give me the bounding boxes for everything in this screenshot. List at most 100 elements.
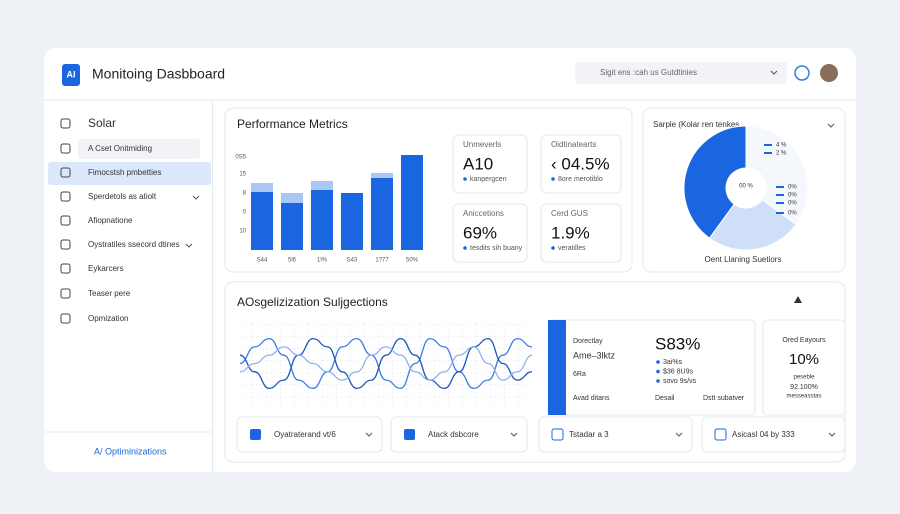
metric-card bbox=[452, 134, 528, 194]
card-title: Sarple (Kolar ren tenkes bbox=[653, 120, 739, 129]
chevron bbox=[510, 432, 518, 437]
bar bbox=[251, 183, 273, 192]
stat-bullet: $36 8U9s bbox=[663, 368, 693, 375]
bullet bbox=[656, 369, 660, 374]
chevron[interactable] bbox=[827, 123, 835, 128]
chevron bbox=[192, 195, 200, 200]
button[interactable] bbox=[390, 416, 528, 453]
legend-swatch bbox=[776, 212, 784, 214]
stat-sub: peseble bbox=[793, 375, 815, 381]
y-tick-label: 0S5 bbox=[235, 155, 246, 161]
sidebar-item[interactable]: Oystratiles ssecord dtines bbox=[88, 240, 180, 249]
metric-value: 1.9% bbox=[551, 223, 590, 242]
sidebar-item[interactable]: Afiopnatione bbox=[88, 216, 133, 225]
sidebar-icon bbox=[60, 143, 71, 154]
pie-center: 00 % bbox=[739, 184, 753, 190]
stat-link[interactable]: Dstt subatver bbox=[703, 395, 745, 402]
sidebar-icon bbox=[60, 167, 71, 178]
bullet bbox=[656, 360, 660, 364]
legend-swatch bbox=[776, 186, 784, 188]
legend-label: 0% bbox=[788, 193, 797, 199]
metric-card bbox=[540, 134, 622, 194]
stat-label: Ored Eayours bbox=[782, 337, 826, 344]
y-tick-label: 8 bbox=[243, 191, 247, 197]
stat-value: 10% bbox=[789, 351, 819, 368]
button-text: Tstadar a 3 bbox=[569, 430, 609, 439]
pie-slice bbox=[683, 125, 747, 239]
legend-label: 2 % bbox=[776, 151, 787, 157]
metric-value: 69% bbox=[463, 223, 497, 242]
sidebar-active bbox=[48, 162, 211, 185]
x-tick-label: 1l% bbox=[317, 258, 328, 264]
legend-swatch bbox=[764, 152, 772, 154]
sidebar-icon bbox=[60, 263, 71, 274]
legend-label: 0% bbox=[788, 201, 797, 207]
legend-label: 0% bbox=[788, 185, 797, 191]
button[interactable] bbox=[236, 416, 383, 453]
icon[interactable] bbox=[794, 296, 802, 303]
button-text: Oyatraterand vt/6 bbox=[274, 430, 336, 439]
legend-swatch bbox=[764, 144, 772, 146]
bullet bbox=[551, 246, 555, 250]
logo bbox=[62, 64, 80, 86]
app-title: Monitoing Dasbboard bbox=[92, 66, 225, 82]
line-series bbox=[239, 346, 533, 381]
sidebar-icon bbox=[60, 313, 71, 324]
legend-label: 0% bbox=[788, 211, 797, 217]
bar bbox=[371, 173, 393, 178]
button-icon bbox=[714, 428, 727, 441]
button-icon bbox=[250, 429, 261, 440]
chevron bbox=[185, 243, 193, 248]
bar bbox=[251, 192, 273, 250]
sidebar-item[interactable]: Solar bbox=[88, 116, 116, 130]
line-series bbox=[239, 337, 533, 390]
bar bbox=[281, 193, 303, 203]
pie-slice bbox=[745, 125, 809, 226]
button[interactable] bbox=[538, 416, 693, 453]
chevron bbox=[675, 432, 683, 437]
x-tick-label: S44 bbox=[257, 258, 268, 264]
stat-value: S83% bbox=[655, 334, 700, 353]
stat-link[interactable]: Desail bbox=[655, 395, 675, 402]
metric-label: Cerd GUS bbox=[551, 209, 588, 218]
button[interactable] bbox=[701, 416, 846, 453]
sidebar-hover bbox=[78, 139, 200, 159]
bar bbox=[401, 155, 423, 250]
legend-swatch bbox=[776, 202, 784, 204]
panel-bar bbox=[548, 320, 566, 415]
card-title: Performance Metrics bbox=[237, 117, 348, 131]
icon[interactable] bbox=[794, 65, 810, 81]
panel bbox=[762, 319, 846, 416]
sidebar-item[interactable]: Teaser pere bbox=[88, 289, 131, 298]
bar bbox=[281, 203, 303, 250]
pie-caption: Oent Llaning Suetiors bbox=[705, 255, 782, 264]
stat-note: messeasstas bbox=[786, 394, 821, 400]
x-tick-label: 50% bbox=[406, 258, 419, 264]
sidebar-item[interactable]: Sperdetols as atiolt bbox=[88, 192, 157, 201]
sidebar-item[interactable]: Opmization bbox=[88, 314, 128, 323]
button-text: Atack dsbcore bbox=[428, 430, 479, 439]
bar bbox=[311, 181, 333, 190]
x-tick-label: 1?77 bbox=[375, 258, 389, 264]
sidebar-item[interactable]: Eykarcers bbox=[88, 264, 124, 273]
metric-label: Unmeverls bbox=[463, 140, 501, 149]
chevron bbox=[828, 432, 836, 437]
metric-note: tesdits sih buany bbox=[470, 245, 523, 252]
sidebar-icon bbox=[60, 239, 71, 250]
metric-note: kanpergcen bbox=[470, 176, 507, 183]
search-box[interactable] bbox=[575, 62, 787, 84]
button-text: Asicasl 04 by 333 bbox=[732, 430, 795, 439]
bar bbox=[341, 193, 363, 250]
sidebar-item[interactable]: A Cset Onitmiding bbox=[88, 144, 152, 153]
sidebar-icon bbox=[60, 191, 71, 202]
bullet bbox=[551, 177, 555, 181]
y-tick-label: 15 bbox=[239, 172, 246, 178]
metric-label: Aniccetions bbox=[463, 209, 504, 218]
avatar[interactable] bbox=[820, 64, 838, 82]
bullet bbox=[656, 379, 660, 383]
sidebar-item[interactable]: Fimocstsh pmbetties bbox=[88, 168, 161, 177]
sidebar-footer[interactable]: A/ Optiminizations bbox=[94, 446, 167, 456]
divider bbox=[212, 100, 213, 472]
sidebar-icon bbox=[60, 288, 71, 299]
